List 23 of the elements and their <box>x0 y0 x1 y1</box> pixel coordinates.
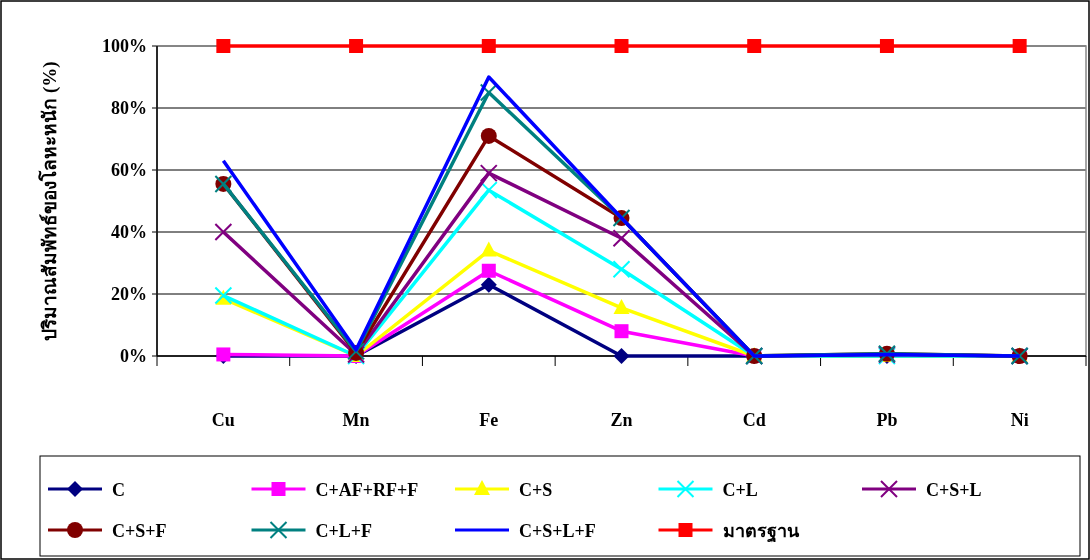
y-tick-label: 40% <box>111 222 147 242</box>
x-tick-label: Cd <box>742 410 766 430</box>
x-tick-label: Mn <box>342 410 370 430</box>
y-tick-label: 60% <box>111 160 147 180</box>
legend-label: C+S <box>519 480 553 500</box>
x-tick-label: Fe <box>479 410 499 430</box>
y-axis-title: ปริมาณสัมพัทธ์ของโลหะหนัก (%) <box>38 61 61 341</box>
y-tick-label: 100% <box>102 36 147 56</box>
y-tick-label: 0% <box>120 346 147 366</box>
legend-label: C+S+F <box>112 521 167 541</box>
legend-label: C+L <box>722 480 758 500</box>
x-tick-label: Cu <box>211 410 235 430</box>
legend-label: C+L+F <box>315 521 373 541</box>
y-tick-label: 20% <box>111 284 147 304</box>
x-tick-label: Zn <box>610 410 633 430</box>
legend-label: C <box>112 480 125 500</box>
y-tick-label: 80% <box>111 98 147 118</box>
legend-label: C+S+L <box>926 480 982 500</box>
legend-label: มาตรฐาน <box>722 521 800 543</box>
legend-label: C+AF+RF+F <box>315 480 419 500</box>
x-tick-label: Pb <box>876 410 898 430</box>
legend-label: C+S+L+F <box>519 521 596 541</box>
x-tick-label: Ni <box>1010 410 1029 430</box>
